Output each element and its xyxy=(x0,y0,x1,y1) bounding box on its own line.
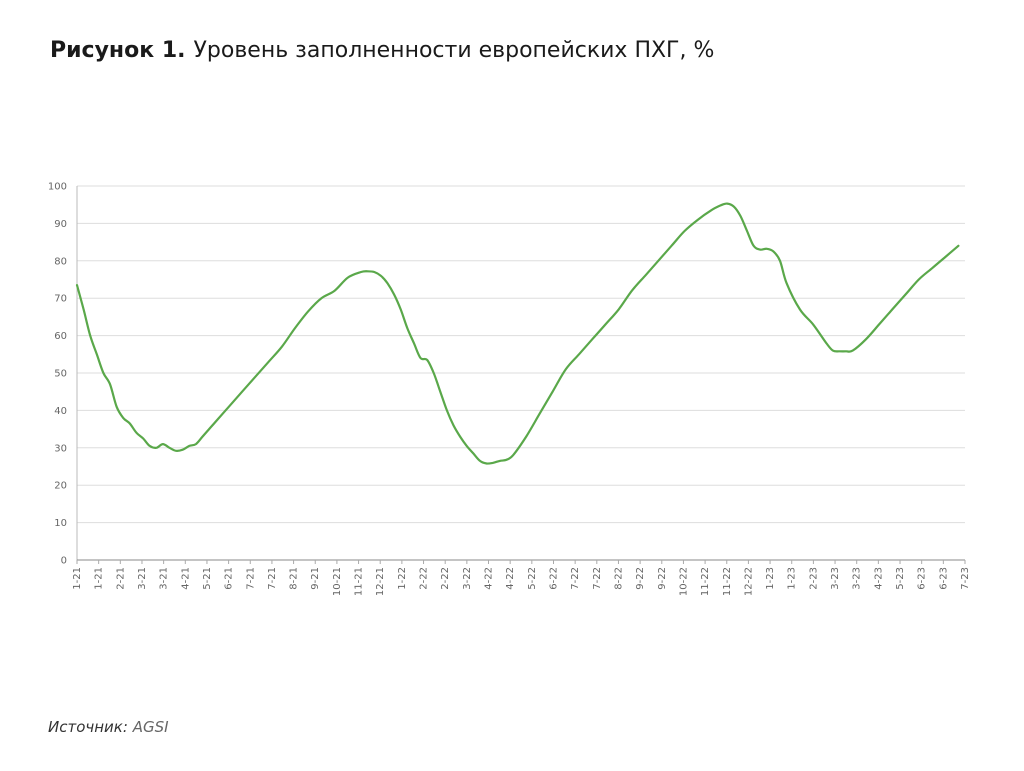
y-tick-label: 40 xyxy=(54,406,67,417)
figure-label: Рисунок 1. xyxy=(50,38,186,63)
x-tick-label: 2-23 xyxy=(808,567,819,590)
y-tick-label: 70 xyxy=(54,294,67,305)
x-tick-label: 2-22 xyxy=(440,567,451,590)
x-tick-label: 9-22 xyxy=(657,567,668,590)
x-tick-label: 7-21 xyxy=(267,567,278,590)
x-tick-label: 7-22 xyxy=(592,567,603,590)
x-tick-label: 6-21 xyxy=(224,567,235,590)
x-tick-label: 9-21 xyxy=(310,567,321,590)
x-tick-label: 4-21 xyxy=(180,567,191,590)
y-tick-label: 30 xyxy=(54,443,67,454)
x-tick-label: 4-22 xyxy=(505,567,516,590)
source-note: Источник: AGSI xyxy=(48,718,169,736)
x-tick-label: 5-22 xyxy=(527,567,538,590)
series-line xyxy=(75,202,960,465)
x-tick-label: 11-22 xyxy=(722,567,733,596)
y-tick-label: 20 xyxy=(54,481,67,492)
x-tick-label: 1-21 xyxy=(72,567,83,590)
x-tick-label: 1-22 xyxy=(397,567,408,590)
x-tick-label: 3-22 xyxy=(462,567,473,590)
x-tick-label: 12-21 xyxy=(375,567,386,596)
x-tick-label: 2-21 xyxy=(115,567,126,590)
source-value: AGSI xyxy=(132,718,169,736)
x-tick-label: 11-21 xyxy=(354,567,365,596)
x-tick-label: 3-23 xyxy=(852,567,863,590)
x-tick-label: 3-21 xyxy=(159,567,170,590)
x-tick-label: 5-23 xyxy=(895,567,906,590)
x-tick-label: 9-22 xyxy=(635,567,646,590)
y-tick-label: 60 xyxy=(54,331,67,342)
x-tick-label: 6-22 xyxy=(548,567,559,590)
source-label: Источник: xyxy=(48,718,128,736)
x-tick-label: 10-21 xyxy=(332,567,343,596)
x-tick-label: 1-21 xyxy=(94,567,105,590)
x-tick-label: 11-22 xyxy=(700,567,711,596)
y-tick-label: 50 xyxy=(54,369,67,380)
x-tick-label: 8-22 xyxy=(613,567,624,590)
y-tick-label: 90 xyxy=(54,219,67,230)
figure-title: Уровень заполненности европейских ПХГ, % xyxy=(193,38,715,63)
x-tick-label: 7-21 xyxy=(245,567,256,590)
x-tick-label: 7-22 xyxy=(570,567,581,590)
x-tick-label: 2-22 xyxy=(419,567,430,590)
x-tick-label: 6-23 xyxy=(938,567,949,590)
chart-title: Рисунок 1. Уровень заполненности европейс… xyxy=(50,38,714,63)
x-tick-label: 4-22 xyxy=(484,567,495,590)
x-tick-label: 5-21 xyxy=(202,567,213,590)
x-tick-label: 1-23 xyxy=(765,567,776,590)
x-tick-label: 6-23 xyxy=(917,567,928,590)
x-tick-label: 12-22 xyxy=(743,567,754,596)
x-tick-label: 8-21 xyxy=(289,567,300,590)
x-tick-label: 4-23 xyxy=(873,567,884,590)
x-tick-label: 10-22 xyxy=(678,567,689,596)
y-tick-label: 100 xyxy=(48,182,67,193)
x-tick-label: 1-23 xyxy=(787,567,798,590)
y-tick-label: 0 xyxy=(61,556,67,567)
x-tick-label: 3-21 xyxy=(137,567,148,590)
x-tick-label: 3-23 xyxy=(830,567,841,590)
y-tick-label: 10 xyxy=(54,518,67,529)
x-tick-label: 7-23 xyxy=(960,567,971,590)
y-tick-label: 80 xyxy=(54,256,67,267)
